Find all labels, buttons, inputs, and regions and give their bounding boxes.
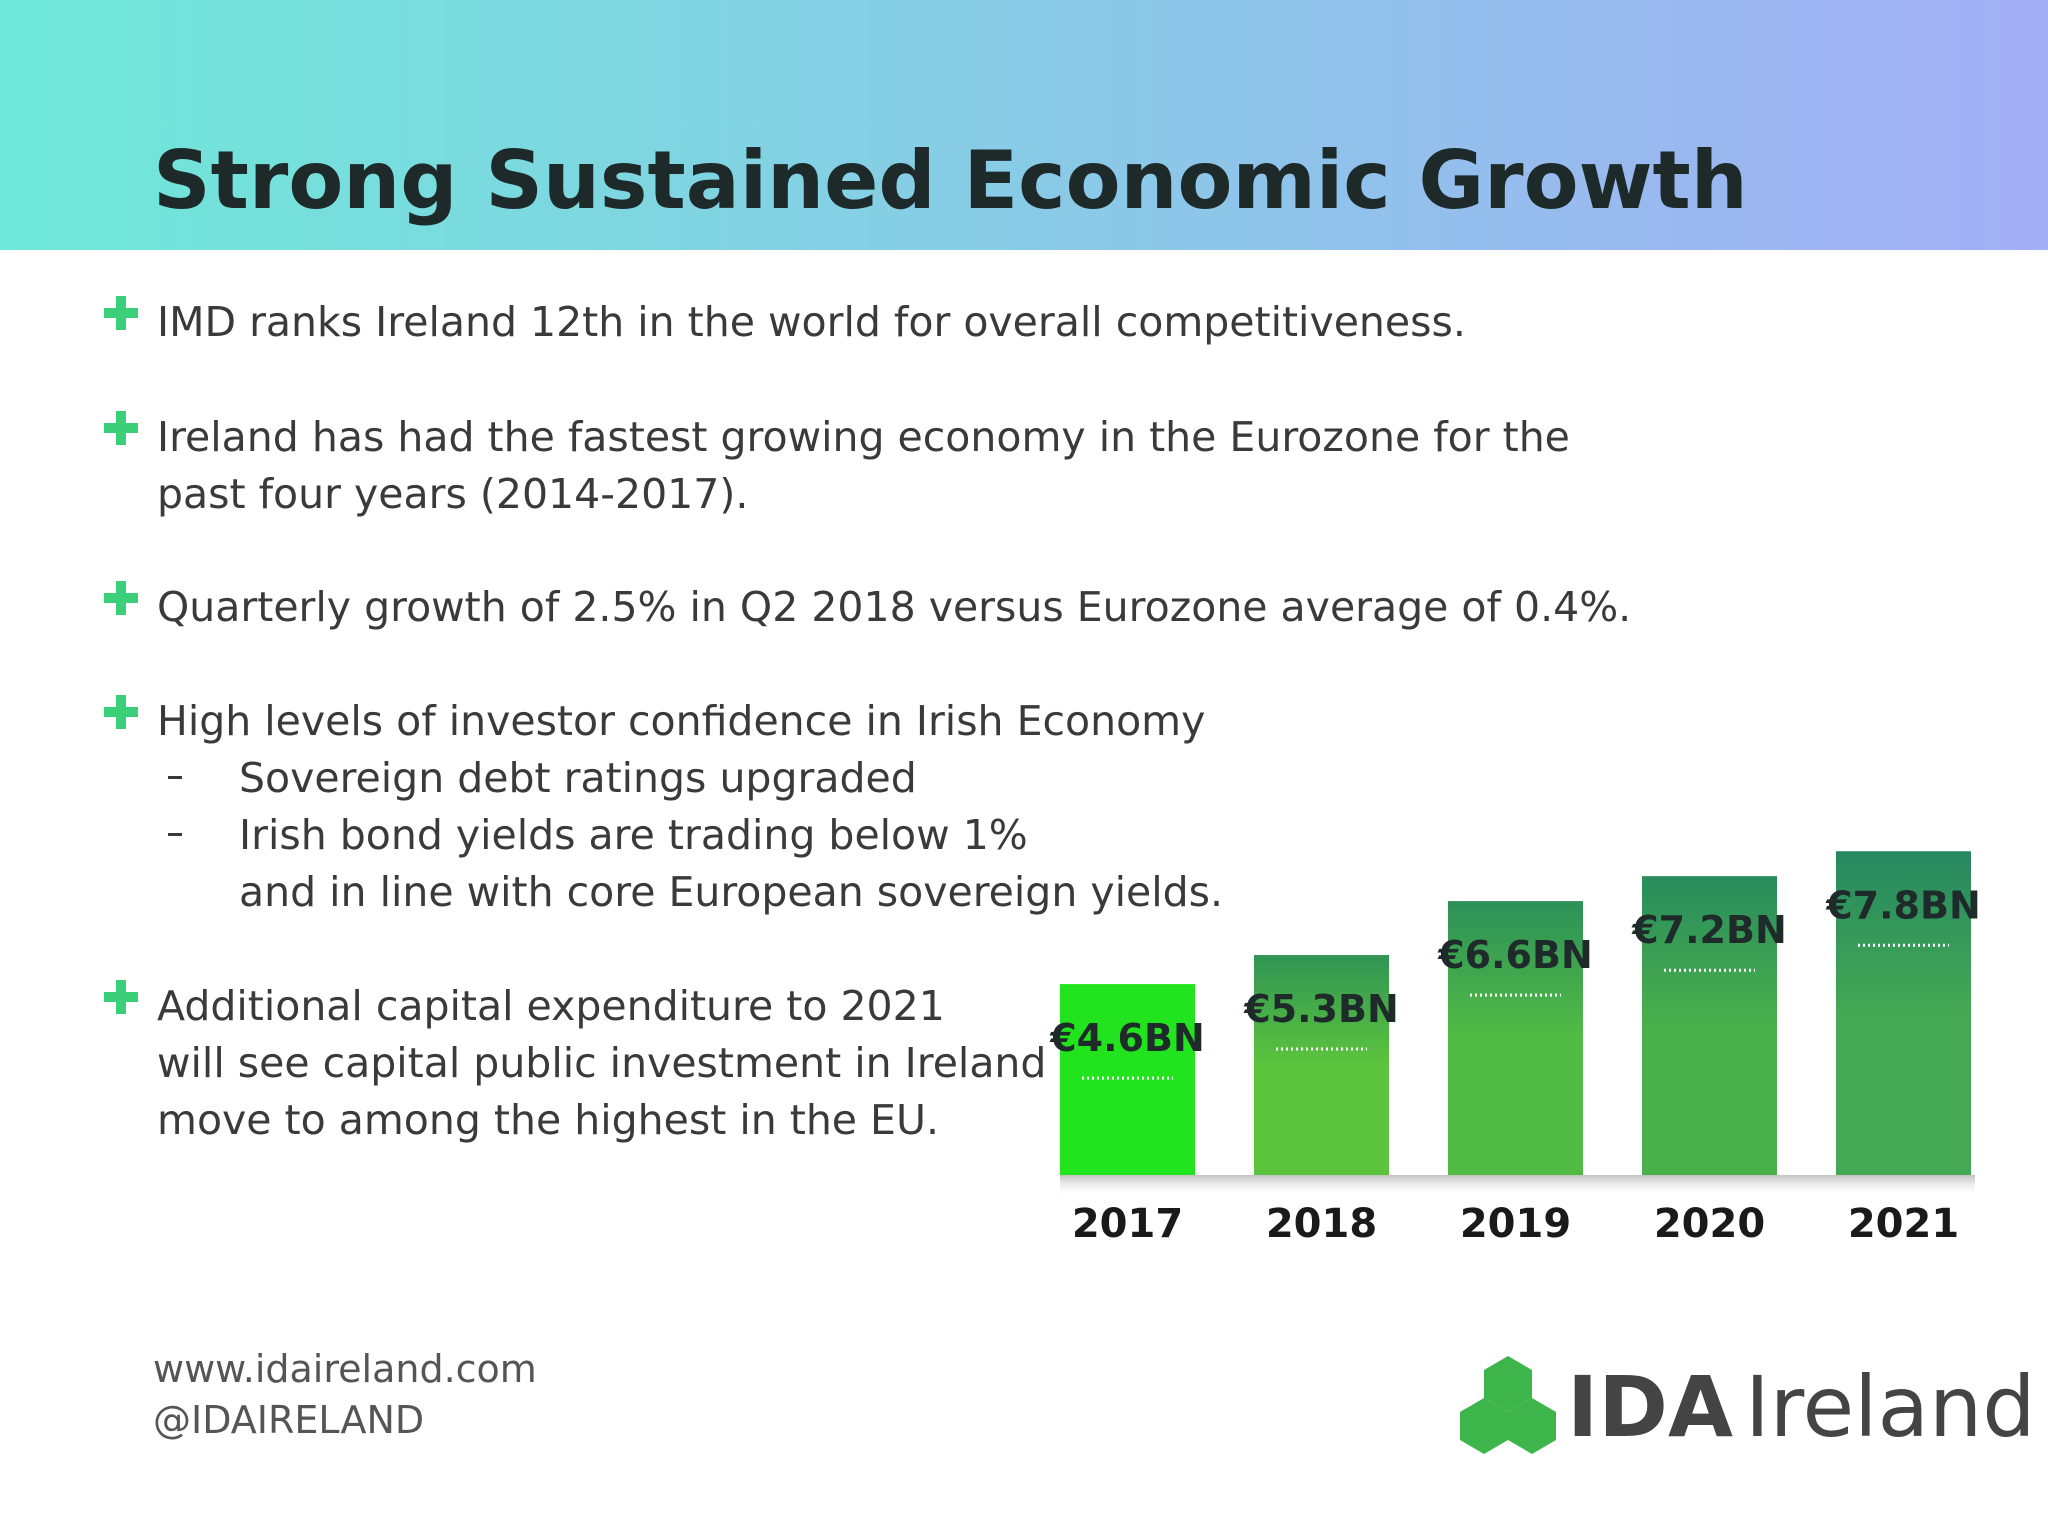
title: Strong Sustained Economic Growth <box>153 134 1748 227</box>
bullet-text: Quarterly growth of 2.5% in Q2 2018 vers… <box>157 583 1631 631</box>
bar-shade <box>1642 876 1777 1175</box>
plus-icon <box>104 296 138 330</box>
x-tick-label: 2018 <box>1266 1201 1377 1247</box>
bar-value-label: €6.6BN <box>1437 933 1593 977</box>
bar-shade <box>1836 851 1971 1175</box>
x-tick-label: 2019 <box>1460 1201 1571 1247</box>
bar-shade <box>1254 955 1389 1175</box>
website: www.idaireland.com <box>153 1347 537 1391</box>
plus-icon <box>104 411 138 445</box>
bullet-text: move to among the highest in the EU. <box>157 1096 939 1144</box>
header-band <box>0 0 2048 250</box>
bullets: IMD ranks Ireland 12th in the world for … <box>104 296 1631 1144</box>
plus-icon <box>104 581 138 615</box>
sub-bullet-text: Irish bond yields are trading below 1% <box>239 811 1028 859</box>
x-tick-label: 2020 <box>1654 1201 1765 1247</box>
x-tick-label: 2017 <box>1072 1201 1183 1247</box>
bar-value-label: €4.6BN <box>1049 1016 1205 1060</box>
handle: @IDAIRELAND <box>153 1398 424 1442</box>
sub-bullet-text: and in line with core European sovereign… <box>239 868 1223 916</box>
bar-value-label: €7.8BN <box>1825 883 1981 927</box>
dash <box>168 776 182 779</box>
bar-value-label: €7.2BN <box>1631 908 1787 952</box>
logo-icon <box>1460 1356 1556 1454</box>
plus-icon <box>104 980 138 1014</box>
dash <box>168 833 182 836</box>
bar-value-label: €5.3BN <box>1243 987 1399 1031</box>
bar-shade <box>1448 901 1583 1175</box>
bullet-text: Additional capital expenditure to 2021 <box>157 982 945 1030</box>
chart: €4.6BN 2017 €5.3BN 2018 €6.6BN 2019 €7.2BN 2020… <box>1049 851 1981 1247</box>
plus-icon <box>104 695 138 729</box>
x-tick-label: 2021 <box>1848 1201 1959 1247</box>
bar-shadow <box>1060 1175 1975 1197</box>
bullet-text: IMD ranks Ireland 12th in the world for … <box>157 298 1466 346</box>
bullet-text: past four years (2014-2017). <box>157 470 748 518</box>
bullet-text: High levels of investor confidence in Ir… <box>157 697 1205 745</box>
logo-rest: Ireland <box>1745 1358 2036 1456</box>
sub-bullet-text: Sovereign debt ratings upgraded <box>239 754 917 802</box>
logo-bold: IDA <box>1567 1358 1733 1456</box>
bullet-text: Ireland has had the fastest growing econ… <box>157 413 1570 461</box>
bullet-text: will see capital public investment in Ir… <box>157 1039 1046 1087</box>
logo-text: IDA Ireland <box>1567 1358 2036 1456</box>
